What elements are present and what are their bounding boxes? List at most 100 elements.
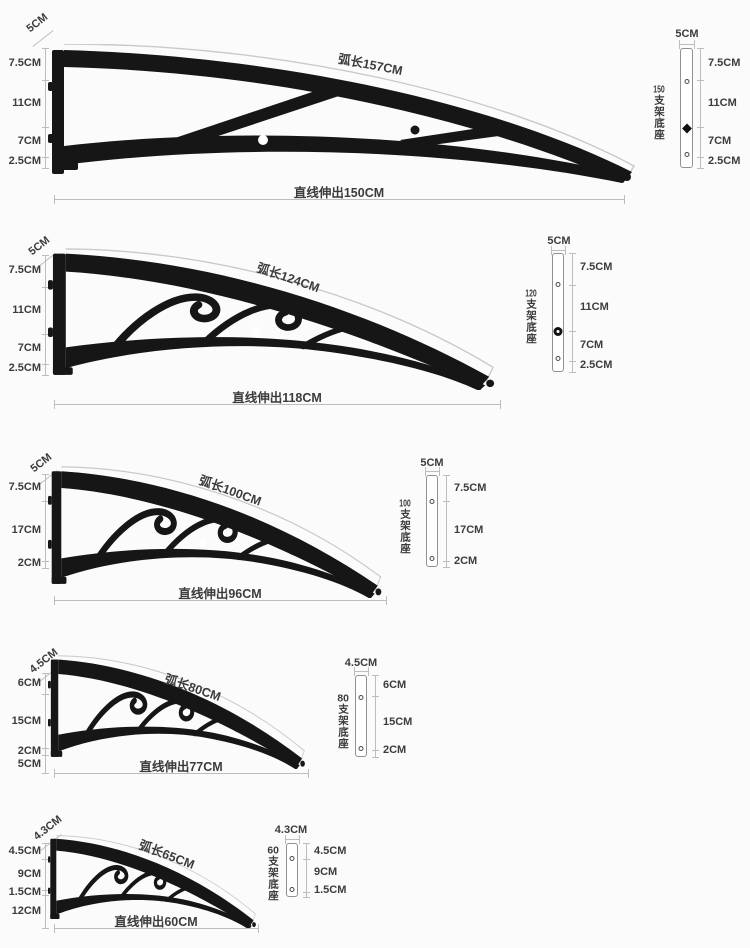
tick-mark xyxy=(697,48,704,49)
tick-mark xyxy=(443,561,450,562)
screw-hole xyxy=(684,152,689,157)
dimension-label: 2CM xyxy=(454,555,478,567)
tick-mark xyxy=(42,928,49,929)
tick-mark xyxy=(42,561,49,562)
plate-width-label: 5CM xyxy=(547,235,571,247)
tick-mark xyxy=(303,843,310,844)
tick-mark xyxy=(500,400,501,409)
plate-size-text: 支架底座 xyxy=(399,508,411,555)
extension-length-label: 直线伸出60CM xyxy=(114,915,198,929)
tick-mark xyxy=(303,859,310,860)
dimension-line xyxy=(425,467,440,476)
mounting-plate-60 xyxy=(286,843,298,897)
screw-hole xyxy=(289,856,295,861)
tick-mark xyxy=(42,287,49,288)
dimension-label: 2CM xyxy=(17,557,41,569)
screw-hole xyxy=(681,123,692,134)
mounting-plate-120 xyxy=(552,253,564,372)
extension-length-label: 直线伸出118CM xyxy=(232,391,322,405)
dimension-label: 6CM xyxy=(383,679,407,691)
dimension-label: 7CM xyxy=(17,135,41,147)
tick-mark xyxy=(372,675,379,676)
dimension-label: 7CM xyxy=(17,342,41,354)
dimension-label: 7.5CM xyxy=(708,57,741,69)
dimension-label: 15CM xyxy=(11,715,41,727)
dimension-line xyxy=(569,253,576,373)
tick-mark xyxy=(42,255,49,256)
plate-size-number: 60 xyxy=(267,845,279,856)
dimension-label: 7.5CM xyxy=(454,482,487,494)
tick-mark xyxy=(42,755,49,756)
tick-mark xyxy=(368,667,369,676)
screw-hole xyxy=(429,499,435,504)
dimension-label: 2.5CM xyxy=(8,362,41,374)
dimension-label: 7.5CM xyxy=(8,57,41,69)
dimension-line xyxy=(42,474,49,569)
tick-mark xyxy=(679,40,680,49)
tick-mark xyxy=(569,331,576,332)
tick-mark xyxy=(42,673,49,674)
dimension-label: 2.5CM xyxy=(580,359,613,371)
tick-mark xyxy=(569,253,576,254)
dimension-label: 7.5CM xyxy=(8,264,41,276)
tick-mark xyxy=(565,246,566,255)
tick-mark xyxy=(42,895,49,896)
tick-mark xyxy=(443,567,450,568)
tick-mark xyxy=(697,168,704,169)
tick-mark xyxy=(386,596,387,605)
tick-mark xyxy=(42,127,49,128)
tick-mark xyxy=(42,334,49,335)
screw-hole xyxy=(553,327,563,336)
dimension-line xyxy=(354,667,369,676)
tick-mark xyxy=(42,375,49,376)
dimension-label: 5CM xyxy=(17,758,41,770)
extension-length-label: 直线伸出96CM xyxy=(178,587,262,601)
plate-size-text: 支架底座 xyxy=(653,94,665,141)
tick-mark xyxy=(42,890,49,891)
tick-mark xyxy=(54,400,55,409)
plate-size-text: 支架底座 xyxy=(267,855,279,902)
tick-mark xyxy=(54,596,55,605)
tick-mark xyxy=(42,773,49,774)
plate-size-number: 150 xyxy=(653,84,665,95)
tick-mark xyxy=(551,246,552,255)
dimension-line xyxy=(285,835,300,844)
tick-mark xyxy=(42,843,49,844)
screw-hole xyxy=(555,282,561,287)
tick-mark xyxy=(54,924,55,933)
dimension-label: 9CM xyxy=(17,868,41,880)
screw-hole xyxy=(555,356,561,361)
tick-mark xyxy=(443,475,450,476)
tick-mark xyxy=(42,501,49,502)
dimension-label: 2CM xyxy=(383,744,407,756)
plate-size-text: 支架底座 xyxy=(337,703,349,750)
tick-mark xyxy=(42,748,49,749)
tick-mark xyxy=(42,568,49,569)
dimension-line xyxy=(372,675,379,758)
extension-length-label: 直线伸出77CM xyxy=(139,760,223,774)
dimension-label: 1.5CM xyxy=(314,884,347,896)
tick-mark xyxy=(42,157,49,158)
tick-mark xyxy=(308,769,309,778)
tick-mark xyxy=(372,696,379,697)
tick-mark xyxy=(258,924,259,933)
dimension-label: 7CM xyxy=(580,339,604,351)
tick-mark xyxy=(42,474,49,475)
dimension-label: 4.5CM xyxy=(314,845,347,857)
dimension-label: 17CM xyxy=(454,524,484,536)
tick-mark xyxy=(425,467,426,476)
plate-size-label: 150支架底座 xyxy=(652,84,666,141)
tick-mark xyxy=(569,372,576,373)
screw-hole xyxy=(358,746,364,751)
dimension-label: 9CM xyxy=(314,866,338,878)
tick-mark xyxy=(569,285,576,286)
tick-mark xyxy=(439,467,440,476)
dimension-line xyxy=(54,195,625,204)
dimension-label: 12CM xyxy=(11,905,41,917)
plate-size-number: 80 xyxy=(337,693,349,704)
tick-mark xyxy=(697,157,704,158)
dimension-line xyxy=(551,246,566,255)
tick-mark xyxy=(443,501,450,502)
dimension-label: 7CM xyxy=(708,135,732,147)
